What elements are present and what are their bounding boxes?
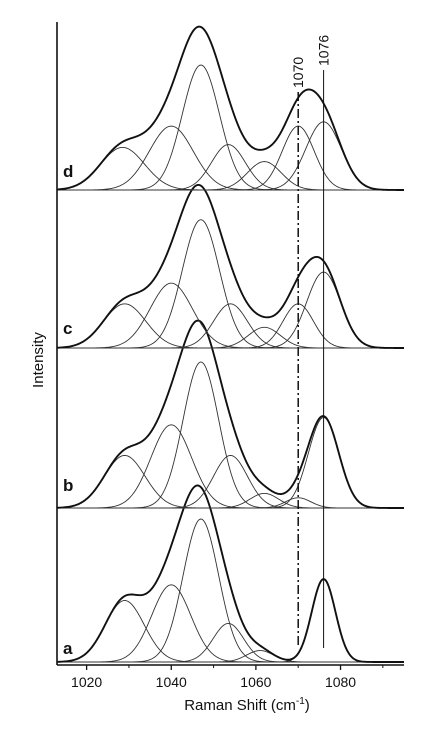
panel-a-label: a (63, 639, 73, 658)
panel-d-label: d (63, 162, 73, 181)
y-axis-label: Intensity (30, 332, 47, 388)
panel-d-envelope (56, 25, 404, 191)
panel-a: a (56, 484, 404, 663)
panel-c-envelope (56, 183, 404, 349)
panel-b-component-2 (57, 424, 404, 509)
panel-b-component-4 (57, 454, 404, 509)
x-tick-label-1080: 1080 (325, 674, 356, 690)
panel-b-component-7 (57, 417, 404, 509)
panel-c-label: c (63, 319, 72, 338)
panel-b-component-5 (57, 492, 404, 509)
reference-lines: 1070 1076 (290, 35, 332, 648)
panel-b: b (56, 319, 404, 509)
panel-d-component-2 (57, 125, 404, 191)
x-tick-label-1060: 1060 (240, 674, 271, 690)
panel-a-component-6 (57, 578, 404, 663)
panel-d-component-5 (57, 161, 404, 191)
x-tick-label-1040: 1040 (156, 674, 187, 690)
panel-d-component-6 (57, 125, 404, 191)
reference-label-1070: 1070 (290, 57, 306, 88)
panel-c-component-2 (57, 282, 404, 349)
x-ticks: 1020 1040 1060 1080 (71, 665, 384, 690)
panel-b-component-1 (56, 454, 404, 509)
panel-b-label: b (63, 476, 73, 495)
panel-c-component-7 (57, 271, 404, 349)
axes-layer (56, 22, 404, 666)
panel-b-envelope (56, 319, 404, 509)
x-axis-label: Raman Shift (cm-1) (184, 696, 310, 714)
panel-a-envelope (56, 484, 404, 663)
panel-a-component-3 (57, 518, 404, 663)
x-tick-label-1020: 1020 (71, 674, 102, 690)
panel-c: c (56, 183, 404, 349)
panel-b-component-3 (57, 361, 404, 509)
reference-label-1076: 1076 (316, 35, 332, 66)
panels-layer: a b c d (56, 25, 404, 663)
panel-a-component-1 (56, 600, 404, 663)
panel-d-component-4 (57, 144, 404, 191)
panel-d: d (56, 25, 404, 191)
